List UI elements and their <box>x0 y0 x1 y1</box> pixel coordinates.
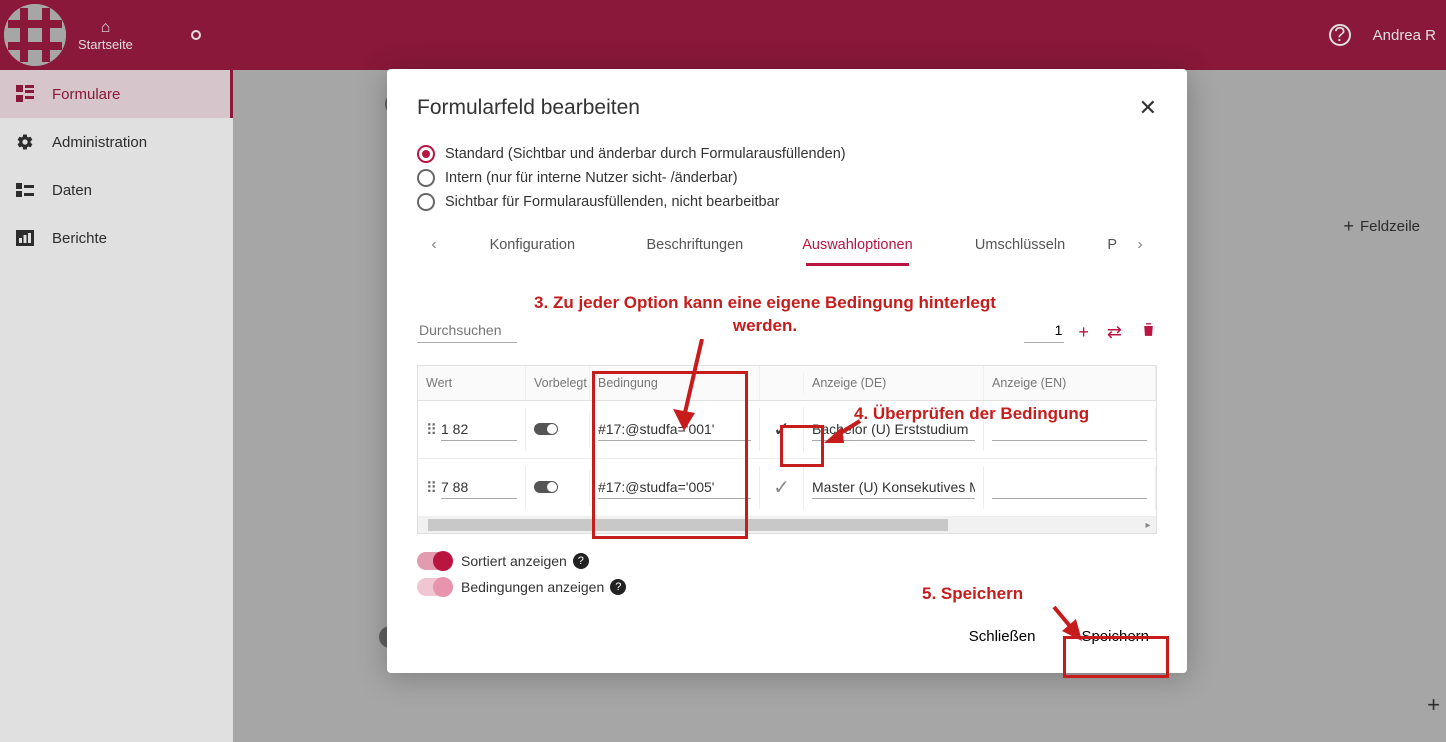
tab-label: Auswahloptionen <box>802 237 912 253</box>
col-header-anzeige-de: Anzeige (DE) <box>804 366 984 400</box>
anzeige-de-input[interactable] <box>812 418 975 441</box>
radio-icon <box>417 169 435 187</box>
save-button[interactable]: Speichern <box>1073 622 1157 651</box>
close-button[interactable]: Schließen <box>961 622 1044 651</box>
tab-beschriftungen[interactable]: Beschriftungen <box>614 225 777 265</box>
tabs-prev-icon[interactable]: ‹ <box>417 236 451 254</box>
radio-label: Sichtbar für Formularausfüllenden, nicht… <box>445 194 779 210</box>
col-header-vorbelegt: Vorbelegt <box>526 366 590 400</box>
visibility-radio-standard[interactable]: Standard (Sichtbar und änderbar durch Fo… <box>417 145 1157 163</box>
close-icon[interactable]: ✕ <box>1139 95 1157 121</box>
button-label: Speichern <box>1081 628 1149 645</box>
conditions-label: Bedingungen anzeigen <box>461 579 604 595</box>
bedingung-input[interactable] <box>598 418 751 441</box>
radio-icon <box>417 193 435 211</box>
tab-umschluesseln[interactable]: Umschlüsseln <box>939 225 1102 265</box>
add-option-icon[interactable]: + <box>1078 322 1089 343</box>
sorted-label: Sortiert anzeigen <box>461 553 567 569</box>
sorted-toggle[interactable] <box>417 552 451 570</box>
options-table: Wert Vorbelegt Bedingung Anzeige (DE) An… <box>417 365 1157 534</box>
tabs: ‹ Konfiguration Beschriftungen Auswahlop… <box>417 225 1157 266</box>
radio-icon <box>417 145 435 163</box>
check-icon[interactable]: ✓ <box>773 475 790 500</box>
anzeige-en-input[interactable] <box>992 476 1147 499</box>
swap-icon[interactable]: ⇄ <box>1107 322 1122 343</box>
anzeige-de-input[interactable] <box>812 476 975 499</box>
button-label: Schließen <box>969 628 1036 645</box>
anzeige-en-input[interactable] <box>992 418 1147 441</box>
horizontal-scrollbar[interactable]: ▸ <box>418 517 1156 533</box>
delete-icon[interactable] <box>1140 321 1157 343</box>
dialog-title: Formularfeld bearbeiten <box>417 96 640 120</box>
help-icon[interactable]: ? <box>610 579 626 595</box>
radio-label: Standard (Sichtbar und änderbar durch Fo… <box>445 146 846 162</box>
visibility-radio-readonly[interactable]: Sichtbar für Formularausfüllenden, nicht… <box>417 193 1157 211</box>
search-input[interactable] <box>417 318 517 343</box>
table-row: ⠿ ✓ <box>418 401 1156 459</box>
edit-field-dialog: Formularfeld bearbeiten ✕ Standard (Sich… <box>387 69 1187 673</box>
wert-input[interactable] <box>441 418 517 441</box>
vorbelegt-toggle[interactable] <box>534 481 558 493</box>
col-header-wert: Wert <box>418 366 526 400</box>
count-input[interactable] <box>1024 318 1064 343</box>
drag-handle-icon[interactable]: ⠿ <box>426 421 437 439</box>
radio-label: Intern (nur für interne Nutzer sicht- /ä… <box>445 170 738 186</box>
table-row: ⠿ ✓ <box>418 459 1156 517</box>
tab-label: Umschlüsseln <box>975 237 1065 253</box>
col-header-bedingung: Bedingung <box>590 366 760 400</box>
visibility-radio-intern[interactable]: Intern (nur für interne Nutzer sicht- /ä… <box>417 169 1157 187</box>
tab-label: Beschriftungen <box>647 237 744 253</box>
vorbelegt-toggle[interactable] <box>534 423 558 435</box>
tab-konfiguration[interactable]: Konfiguration <box>451 225 614 265</box>
wert-input[interactable] <box>441 476 517 499</box>
bedingung-input[interactable] <box>598 476 751 499</box>
col-header-anzeige-en: Anzeige (EN) <box>984 366 1156 400</box>
tab-auswahloptionen[interactable]: Auswahloptionen <box>776 225 939 265</box>
tab-more[interactable]: P <box>1101 225 1123 265</box>
check-icon[interactable]: ✓ <box>773 417 790 442</box>
tabs-next-icon[interactable]: › <box>1123 236 1157 254</box>
drag-handle-icon[interactable]: ⠿ <box>426 479 437 497</box>
conditions-toggle[interactable] <box>417 578 451 596</box>
tab-label: P <box>1107 237 1117 253</box>
help-icon[interactable]: ? <box>573 553 589 569</box>
col-header-check <box>760 373 804 393</box>
tab-label: Konfiguration <box>490 237 575 253</box>
